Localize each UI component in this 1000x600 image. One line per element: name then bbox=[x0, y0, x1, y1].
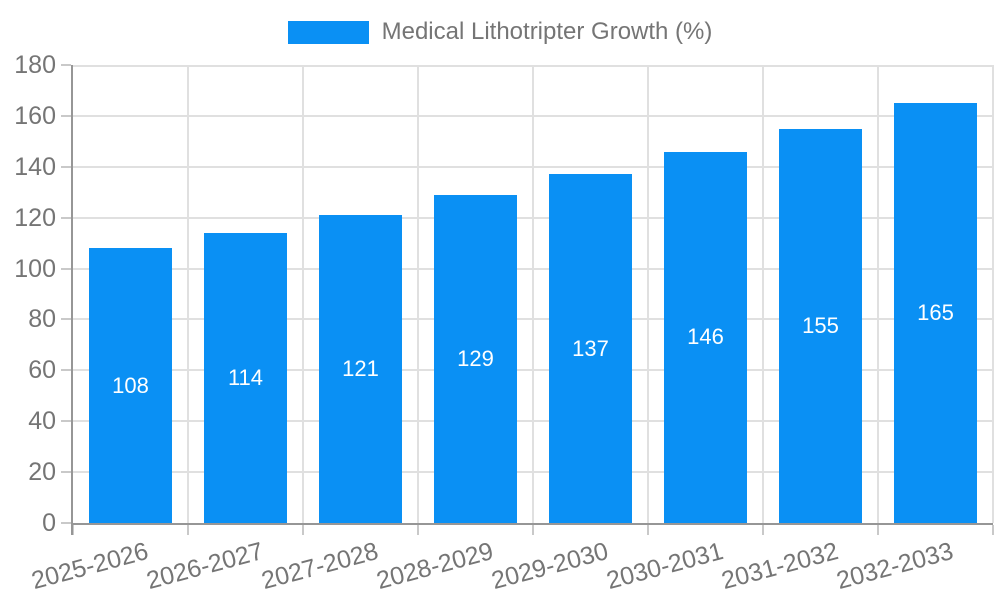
plot-area: 0 20 40 60 80 100 120 140 160 180 108 2025-2026 114 2… bbox=[14, 53, 994, 595]
x-tick-label: 2029-2030 bbox=[488, 537, 612, 596]
x-tick bbox=[647, 525, 649, 535]
bar-value-label: 165 bbox=[917, 300, 954, 326]
x-tick-label: 2028-2029 bbox=[373, 537, 497, 596]
bar: 121 bbox=[319, 215, 402, 523]
bar: 129 bbox=[434, 194, 517, 523]
bar: 108 bbox=[89, 248, 172, 523]
x-tick-label: 2032-2033 bbox=[833, 537, 957, 596]
legend-swatch-icon bbox=[287, 20, 369, 44]
y-tick bbox=[61, 369, 71, 372]
bar-value-label: 146 bbox=[687, 324, 724, 350]
bar: 137 bbox=[549, 174, 632, 523]
y-tick bbox=[61, 114, 71, 117]
y-tick-label: 60 bbox=[28, 356, 56, 385]
gridline-v bbox=[877, 65, 879, 523]
x-tick-label: 2025-2026 bbox=[28, 537, 152, 596]
y-tick bbox=[61, 471, 71, 474]
bar-value-label: 137 bbox=[572, 335, 609, 361]
gridline-v bbox=[302, 65, 304, 523]
bar-value-label: 129 bbox=[457, 345, 494, 371]
y-tick-label: 80 bbox=[28, 305, 56, 334]
y-tick-label: 140 bbox=[14, 152, 56, 181]
x-tick bbox=[72, 525, 74, 535]
x-tick bbox=[877, 525, 879, 535]
legend-label: Medical Lithotripter Growth (%) bbox=[381, 18, 713, 45]
x-tick-label: 2027-2028 bbox=[258, 537, 382, 596]
y-tick bbox=[61, 318, 71, 321]
y-tick-label: 100 bbox=[14, 254, 56, 283]
x-tick bbox=[187, 525, 189, 535]
gridline-v bbox=[187, 65, 189, 523]
x-tick bbox=[302, 525, 304, 535]
x-tick bbox=[992, 525, 994, 535]
y-tick bbox=[61, 267, 71, 270]
x-tick bbox=[532, 525, 534, 535]
y-tick bbox=[61, 420, 71, 423]
bar: 155 bbox=[779, 128, 862, 523]
x-tick-label: 2030-2031 bbox=[603, 537, 727, 596]
x-tick-label: 2026-2027 bbox=[143, 537, 267, 596]
x-axis-line bbox=[71, 523, 993, 525]
bar-value-label: 108 bbox=[112, 372, 149, 398]
y-tick bbox=[61, 216, 71, 219]
bar: 114 bbox=[204, 232, 287, 523]
y-tick-label: 20 bbox=[28, 458, 56, 487]
gridline-v bbox=[417, 65, 419, 523]
bar: 146 bbox=[664, 151, 747, 523]
x-tick bbox=[762, 525, 764, 535]
x-tick-label: 2031-2032 bbox=[718, 537, 842, 596]
y-tick-label: 0 bbox=[42, 509, 56, 537]
y-tick-label: 180 bbox=[14, 51, 56, 79]
gridline-v bbox=[992, 65, 994, 523]
y-tick-label: 160 bbox=[14, 101, 56, 130]
gridline-v bbox=[762, 65, 764, 523]
y-tick bbox=[61, 64, 71, 66]
x-tick bbox=[417, 525, 419, 535]
bar-value-label: 121 bbox=[342, 356, 379, 382]
y-tick bbox=[61, 522, 71, 524]
y-tick-label: 120 bbox=[14, 203, 56, 232]
y-axis-line bbox=[71, 65, 73, 535]
y-tick bbox=[61, 165, 71, 168]
gridline-v bbox=[532, 65, 534, 523]
bar-value-label: 114 bbox=[227, 364, 264, 390]
gridline-v bbox=[647, 65, 649, 523]
bar-value-label: 155 bbox=[802, 312, 839, 338]
bar: 165 bbox=[894, 103, 977, 523]
y-tick-label: 40 bbox=[28, 407, 56, 436]
legend[interactable]: Medical Lithotripter Growth (%) bbox=[0, 20, 1000, 44]
